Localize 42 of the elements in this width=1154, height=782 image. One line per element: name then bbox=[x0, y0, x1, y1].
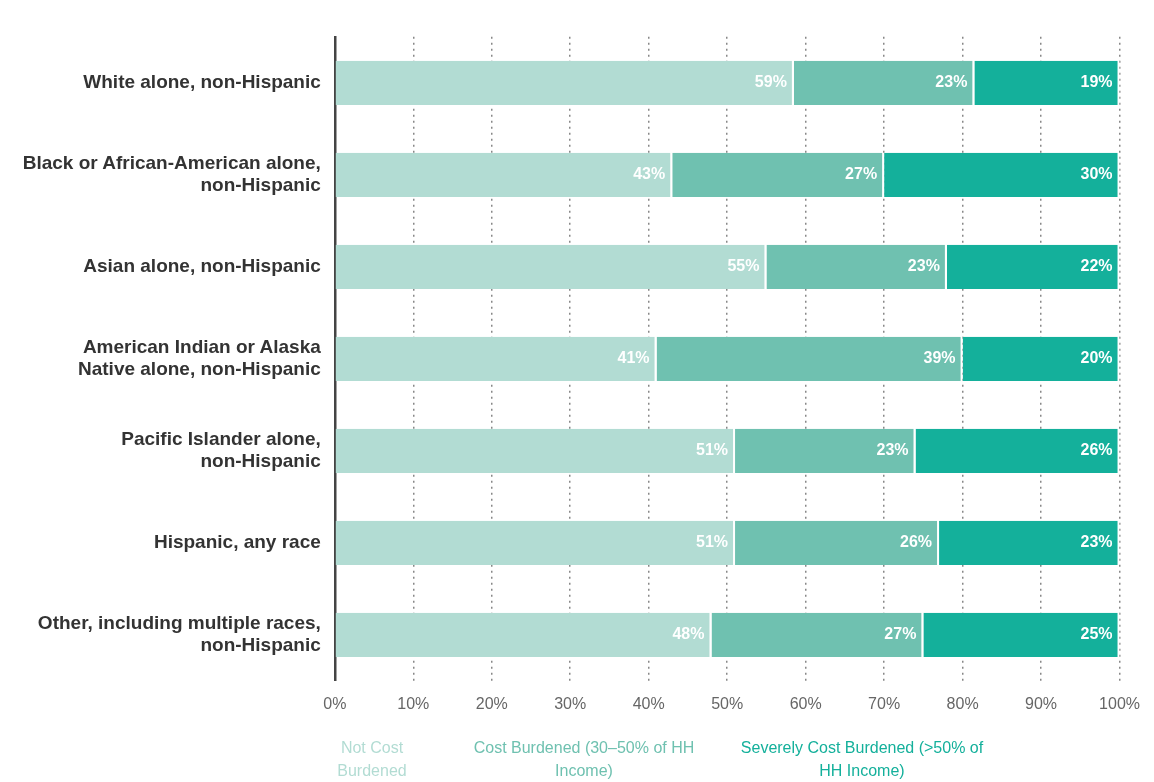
data-label: 55% bbox=[727, 257, 760, 275]
data-label: 23% bbox=[935, 73, 968, 91]
y-tick-label: Pacific Islander alone, non-Hispanic bbox=[121, 427, 322, 472]
data-label: 51% bbox=[696, 533, 729, 551]
x-tick-label: 70% bbox=[868, 694, 901, 712]
y-tick-label: American Indian or Alaska Native alone, non-Hispanic bbox=[78, 335, 322, 380]
data-label: 51% bbox=[696, 441, 729, 459]
y-tick-label: Other, including multiple races, non-Hispanic bbox=[37, 611, 322, 656]
data-label: 41% bbox=[617, 349, 650, 367]
y-tick-label: White alone, non-Hispanic bbox=[83, 71, 322, 93]
data-label: 27% bbox=[884, 625, 917, 643]
x-tick-label: 40% bbox=[632, 694, 665, 712]
data-label: 30% bbox=[1080, 165, 1113, 183]
x-tick-label: 100% bbox=[1099, 694, 1140, 712]
x-tick-label: 20% bbox=[475, 694, 508, 712]
y-tick-label: Asian alone, non-Hispanic bbox=[83, 255, 322, 277]
x-tick-label: 0% bbox=[323, 694, 347, 712]
data-label: 23% bbox=[907, 257, 940, 275]
data-label: 23% bbox=[1080, 533, 1113, 551]
x-tick-label: 60% bbox=[789, 694, 822, 712]
text: Cost Burdened (30–50% of HH Income) bbox=[472, 738, 696, 781]
y-tick-label: Hispanic, any race bbox=[153, 531, 321, 553]
x-tick-label: 50% bbox=[711, 694, 744, 712]
x-tick-label: 90% bbox=[1025, 694, 1058, 712]
data-label: 48% bbox=[672, 625, 705, 643]
x-tick-label: 10% bbox=[397, 694, 430, 712]
data-label: 59% bbox=[754, 73, 787, 91]
text: Not Cost Burdened bbox=[336, 738, 408, 781]
data-label: 23% bbox=[876, 441, 909, 459]
data-label: 22% bbox=[1080, 257, 1113, 275]
data-label: 19% bbox=[1080, 73, 1113, 91]
data-label: 43% bbox=[633, 165, 666, 183]
text: Severely Cost Burdened (>50% of HH Income) bbox=[739, 738, 985, 781]
data-label: 27% bbox=[845, 165, 878, 183]
data-label: 20% bbox=[1080, 349, 1113, 367]
data-label: 26% bbox=[900, 533, 933, 551]
data-label: 39% bbox=[923, 349, 956, 367]
y-tick-label: Black or African-American alone, non-Hispanic bbox=[22, 151, 322, 196]
data-label: 25% bbox=[1080, 625, 1113, 643]
x-tick-label: 30% bbox=[554, 694, 587, 712]
data-label: 26% bbox=[1080, 441, 1113, 459]
x-tick-label: 80% bbox=[946, 694, 979, 712]
